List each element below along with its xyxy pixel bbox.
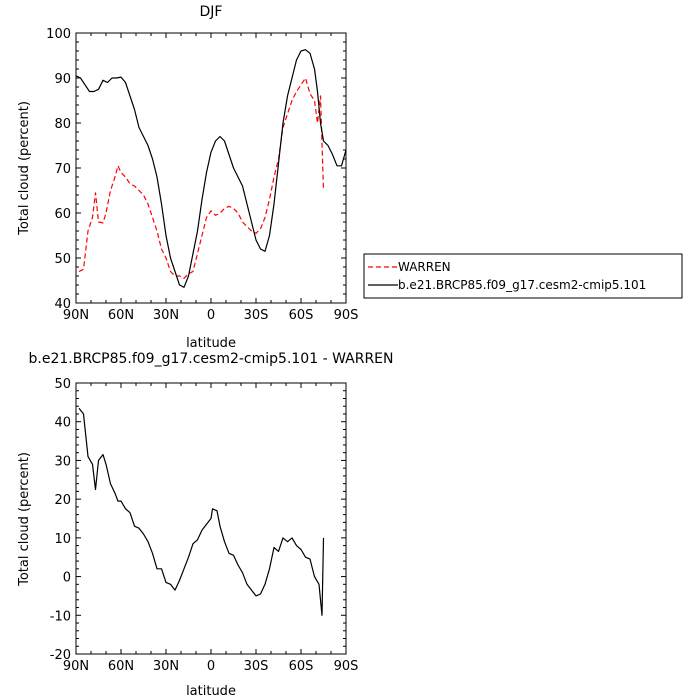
bottom-x-tick-label: 30N: [153, 659, 179, 674]
top-x-tick-label: 90N: [63, 308, 89, 323]
top-y-tick-label: 100: [46, 27, 71, 42]
top-series-line-b-e21-brcp85-f09-g17-cesm2-cmip5-101: [75, 49, 347, 288]
top-series-line-warren: [78, 77, 325, 279]
top-y-tick-label: 70: [54, 162, 71, 177]
bottom-chart: b.e21.BRCP85.f09_g17.cesm2-cmip5.101 - W…: [17, 351, 394, 699]
bottom-x-tick-label: 90S: [334, 659, 359, 674]
top-chart-title: DJF: [200, 4, 223, 20]
bottom-series-line-difference: [78, 407, 325, 616]
top-y-tick-label: 50: [54, 252, 71, 267]
top-y-tick-label: 90: [54, 72, 71, 87]
top-x-tick-label: 0: [207, 308, 215, 323]
top-chart: DJF latitude Total cloud (percent) 90N 60…: [17, 4, 358, 351]
bottom-chart-xlabel: latitude: [186, 684, 236, 699]
bottom-y-tick-label: 20: [54, 493, 71, 508]
bottom-y-tick-label: 10: [54, 532, 71, 547]
top-x-tick-label: 30N: [153, 308, 179, 323]
top-y-tick-label: 80: [54, 117, 71, 132]
top-x-tick-label: 30S: [244, 308, 269, 323]
bottom-y-tick-label: 30: [54, 454, 71, 469]
legend-box: [363, 253, 683, 299]
top-y-tick-label: 60: [54, 207, 71, 222]
bottom-x-tick-label: 60N: [108, 659, 134, 674]
legend-warren-label: WARREN: [398, 260, 451, 274]
top-x-tick-label: 60N: [108, 308, 134, 323]
top-chart-frame: [75, 32, 347, 304]
bottom-x-tick-label: 0: [207, 659, 215, 674]
top-chart-ylabel: Total cloud (percent): [17, 101, 32, 236]
bottom-y-tick-label: 50: [54, 377, 71, 392]
top-y-tick-label: 40: [54, 297, 71, 312]
bottom-chart-ylabel: Total cloud (percent): [17, 452, 32, 587]
bottom-x-tick-label: 90N: [63, 659, 89, 674]
bottom-chart-title: b.e21.BRCP85.f09_g17.cesm2-cmip5.101 - W…: [29, 351, 394, 367]
top-chart-xlabel: latitude: [186, 336, 236, 351]
top-x-tick-label: 90S: [334, 308, 359, 323]
bottom-x-tick-label: 60S: [289, 659, 314, 674]
bottom-y-tick-label: 40: [54, 416, 71, 431]
bottom-y-tick-label: 0: [63, 571, 71, 586]
legend-model-label: b.e21.BRCP85.f09_g17.cesm2-cmip5.101: [398, 278, 646, 292]
legend: WARREN b.e21.BRCP85.f09_g17.cesm2-cmip5.…: [363, 253, 683, 299]
bottom-y-tick-label: -10: [50, 609, 71, 624]
bottom-y-tick-label: -20: [50, 648, 71, 663]
top-x-tick-label: 60S: [289, 308, 314, 323]
bottom-x-tick-label: 30S: [244, 659, 269, 674]
